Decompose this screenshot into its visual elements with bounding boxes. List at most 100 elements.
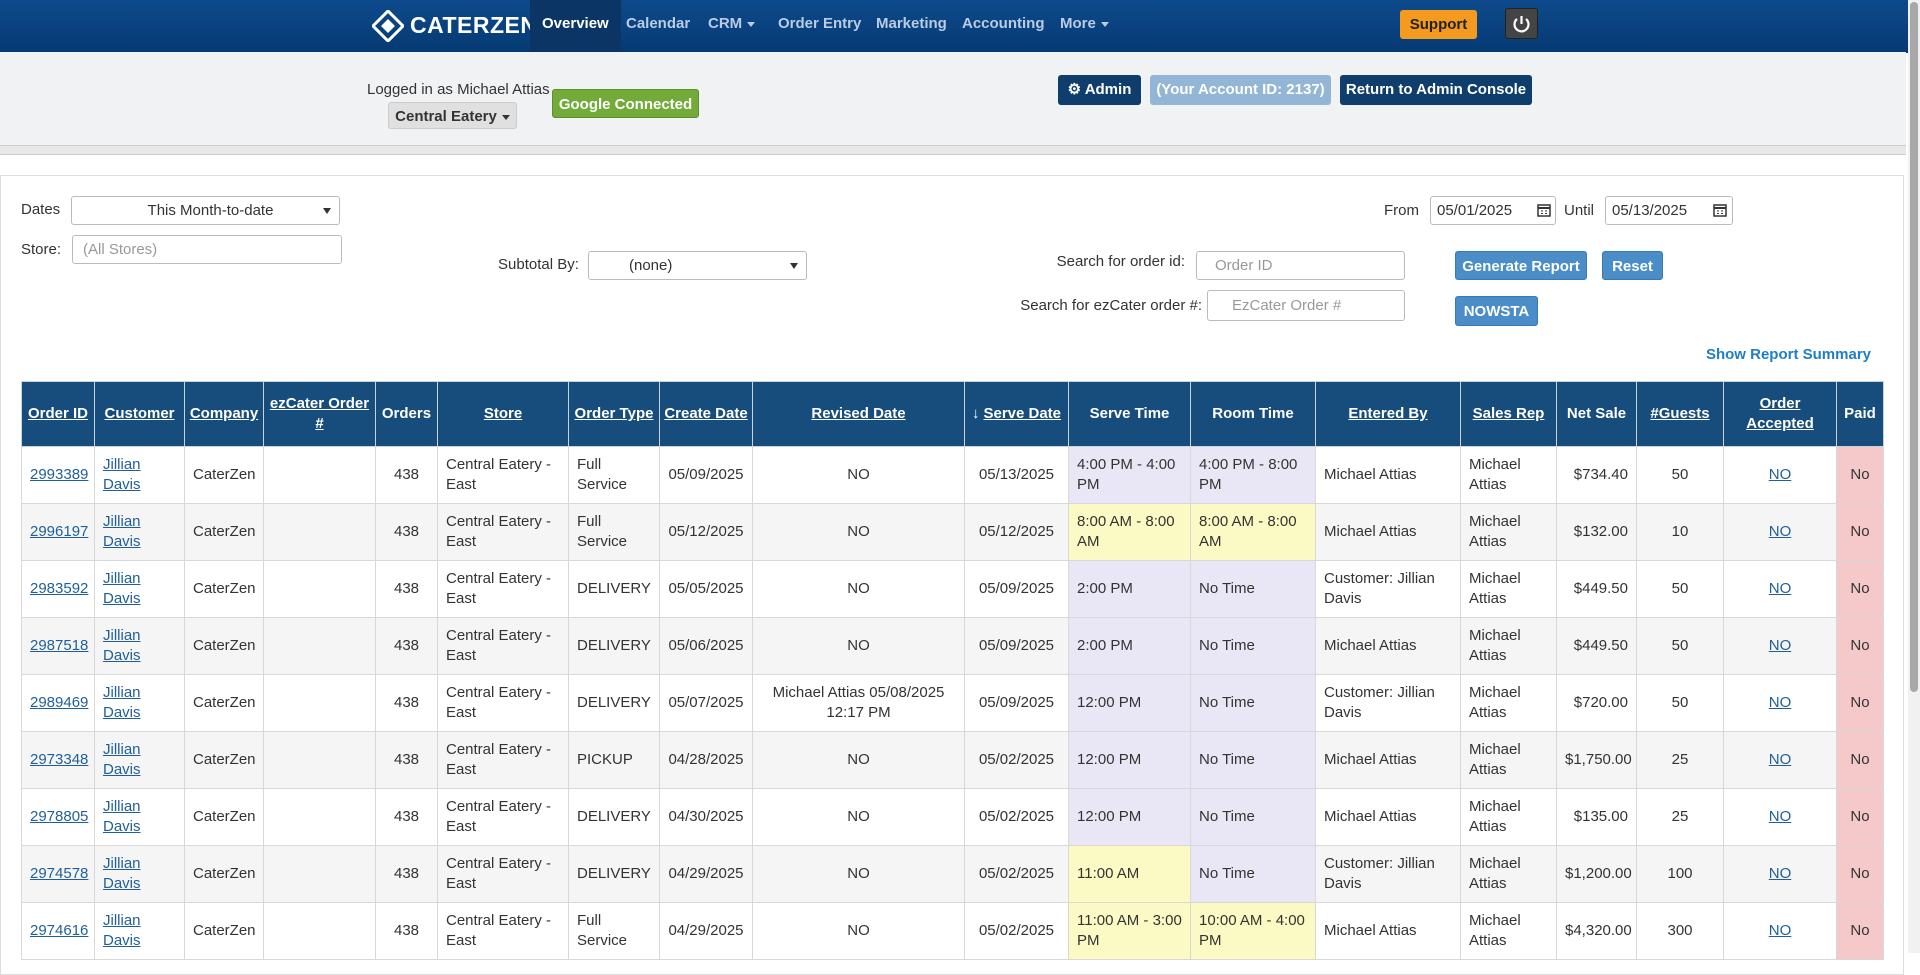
scrollbar-thumb[interactable] — [1910, 2, 1918, 692]
cell: No — [1837, 903, 1884, 960]
nowsta-button[interactable]: NOWSTA — [1455, 296, 1538, 326]
cell-link[interactable]: Jillian Davis — [103, 855, 141, 892]
column-header[interactable]: Create Date — [660, 382, 753, 447]
column-label[interactable]: Sales Rep — [1473, 405, 1545, 422]
cell: Central Eatery - East — [438, 903, 569, 960]
store-input[interactable]: (All Stores) — [72, 235, 342, 264]
column-label[interactable]: Serve Date — [972, 405, 1061, 422]
column-label[interactable]: #Guests — [1650, 405, 1709, 422]
cell: Michael Attias — [1461, 618, 1557, 675]
nav-item[interactable]: Accounting — [950, 0, 1057, 52]
nav-item[interactable]: More — [1048, 0, 1121, 52]
column-label[interactable]: Order Accepted — [1746, 395, 1814, 432]
column-label[interactable]: ezCater Order # — [270, 395, 369, 432]
support-button[interactable]: Support — [1400, 10, 1477, 39]
column-label[interactable]: Revised Date — [811, 405, 905, 422]
cell-link[interactable]: 2996197 — [30, 523, 88, 540]
return-admin-button[interactable]: Return to Admin Console — [1340, 75, 1532, 105]
cell: 438 — [376, 732, 438, 789]
cell-link[interactable]: 2993389 — [30, 466, 88, 483]
column-header[interactable]: Store — [438, 382, 569, 447]
column-header[interactable]: Order Type — [569, 382, 660, 447]
cell-link[interactable]: 2974578 — [30, 865, 88, 882]
column-header[interactable]: Entered By — [1316, 382, 1461, 447]
cell-link[interactable]: NO — [1769, 580, 1792, 597]
cell-link[interactable]: Jillian Davis — [103, 627, 141, 664]
cell-link[interactable]: Jillian Davis — [103, 456, 141, 493]
column-header[interactable]: Revised Date — [753, 382, 965, 447]
cell — [264, 846, 376, 903]
column-header[interactable]: Serve Date — [965, 382, 1069, 447]
cell: Jillian Davis — [95, 903, 185, 960]
logged-in-text: Logged in as Michael Attias — [367, 81, 550, 98]
nav-item[interactable]: CRM — [696, 0, 767, 52]
report-summary-link[interactable]: Show Report Summary — [1620, 346, 1871, 363]
cell: 05/09/2025 — [965, 618, 1069, 675]
cell: DELIVERY — [569, 789, 660, 846]
column-label[interactable]: Create Date — [664, 405, 747, 422]
nav-item[interactable]: Marketing — [864, 0, 959, 52]
column-header[interactable]: #Guests — [1637, 382, 1724, 447]
cell: Michael Attias — [1316, 732, 1461, 789]
cell-link[interactable]: NO — [1769, 523, 1792, 540]
cell: CaterZen — [185, 903, 264, 960]
cell: Michael Attias — [1461, 732, 1557, 789]
cell-link[interactable]: NO — [1769, 922, 1792, 939]
column-label[interactable]: Store — [484, 405, 522, 422]
column-label[interactable]: Company — [190, 405, 258, 422]
logout-button[interactable] — [1505, 8, 1538, 39]
cell-link[interactable]: NO — [1769, 694, 1792, 711]
cell-link[interactable]: Jillian Davis — [103, 912, 141, 949]
nav-item[interactable]: Calendar — [614, 0, 702, 52]
nav-item[interactable]: Order Entry — [766, 0, 873, 52]
store-menu[interactable]: Central Eatery — [388, 102, 517, 129]
column-label[interactable]: Customer — [104, 405, 174, 422]
cell-link[interactable]: Jillian Davis — [103, 513, 141, 550]
dates-select[interactable]: This Month-to-date — [71, 196, 340, 225]
order-id-label: Search for order id: — [1000, 253, 1185, 270]
admin-button[interactable]: ⚙ Admin — [1058, 75, 1141, 105]
column-label[interactable]: Order Type — [575, 405, 654, 422]
column-header[interactable]: Customer — [95, 382, 185, 447]
cell-link[interactable]: 2983592 — [30, 580, 88, 597]
cell: 300 — [1637, 903, 1724, 960]
cell-link[interactable]: Jillian Davis — [103, 798, 141, 835]
cell-link[interactable]: NO — [1769, 865, 1792, 882]
cell-link[interactable]: 2974616 — [30, 922, 88, 939]
order-id-input[interactable]: Order ID — [1196, 251, 1405, 280]
cell-link[interactable]: Jillian Davis — [103, 741, 141, 778]
scrollbar[interactable] — [1908, 0, 1920, 953]
column-header[interactable]: Sales Rep — [1461, 382, 1557, 447]
calendar-icon[interactable] — [1537, 203, 1551, 217]
cell-link[interactable]: NO — [1769, 466, 1792, 483]
column-header[interactable]: ezCater Order # — [264, 382, 376, 447]
subtotal-select[interactable]: (none) — [588, 251, 807, 280]
brand[interactable]: CATERZEN — [410, 12, 538, 39]
ezcater-input[interactable]: EzCater Order # — [1207, 290, 1405, 321]
cell: 05/07/2025 — [660, 675, 753, 732]
cell-link[interactable]: Jillian Davis — [103, 570, 141, 607]
cell: Michael Attias 05/08/2025 12:17 PM — [753, 675, 965, 732]
cell-link[interactable]: NO — [1769, 808, 1792, 825]
nav-item[interactable]: Overview — [530, 0, 621, 52]
cell-link[interactable]: 2987518 — [30, 637, 88, 654]
column-label[interactable]: Entered By — [1348, 405, 1427, 422]
cell-link[interactable]: 2978805 — [30, 808, 88, 825]
cell: Customer: Jillian Davis — [1316, 846, 1461, 903]
reset-button[interactable]: Reset — [1602, 251, 1663, 280]
cell: 4:00 PM - 4:00 PM — [1069, 447, 1191, 504]
generate-report-button[interactable]: Generate Report — [1455, 251, 1587, 280]
google-connected[interactable]: Google Connected — [552, 89, 699, 118]
cell-link[interactable]: 2989469 — [30, 694, 88, 711]
calendar-icon[interactable] — [1713, 203, 1727, 217]
column-header[interactable]: Order Accepted — [1724, 382, 1837, 447]
cell-link[interactable]: NO — [1769, 751, 1792, 768]
cell-link[interactable]: 2973348 — [30, 751, 88, 768]
column-label[interactable]: Order ID — [28, 405, 88, 422]
cell-link[interactable]: NO — [1769, 637, 1792, 654]
column-label: Net Sale — [1567, 405, 1626, 422]
column-header[interactable]: Order ID — [22, 382, 95, 447]
column-header[interactable]: Company — [185, 382, 264, 447]
cell-link[interactable]: Jillian Davis — [103, 684, 141, 721]
cell: NO — [1724, 447, 1837, 504]
